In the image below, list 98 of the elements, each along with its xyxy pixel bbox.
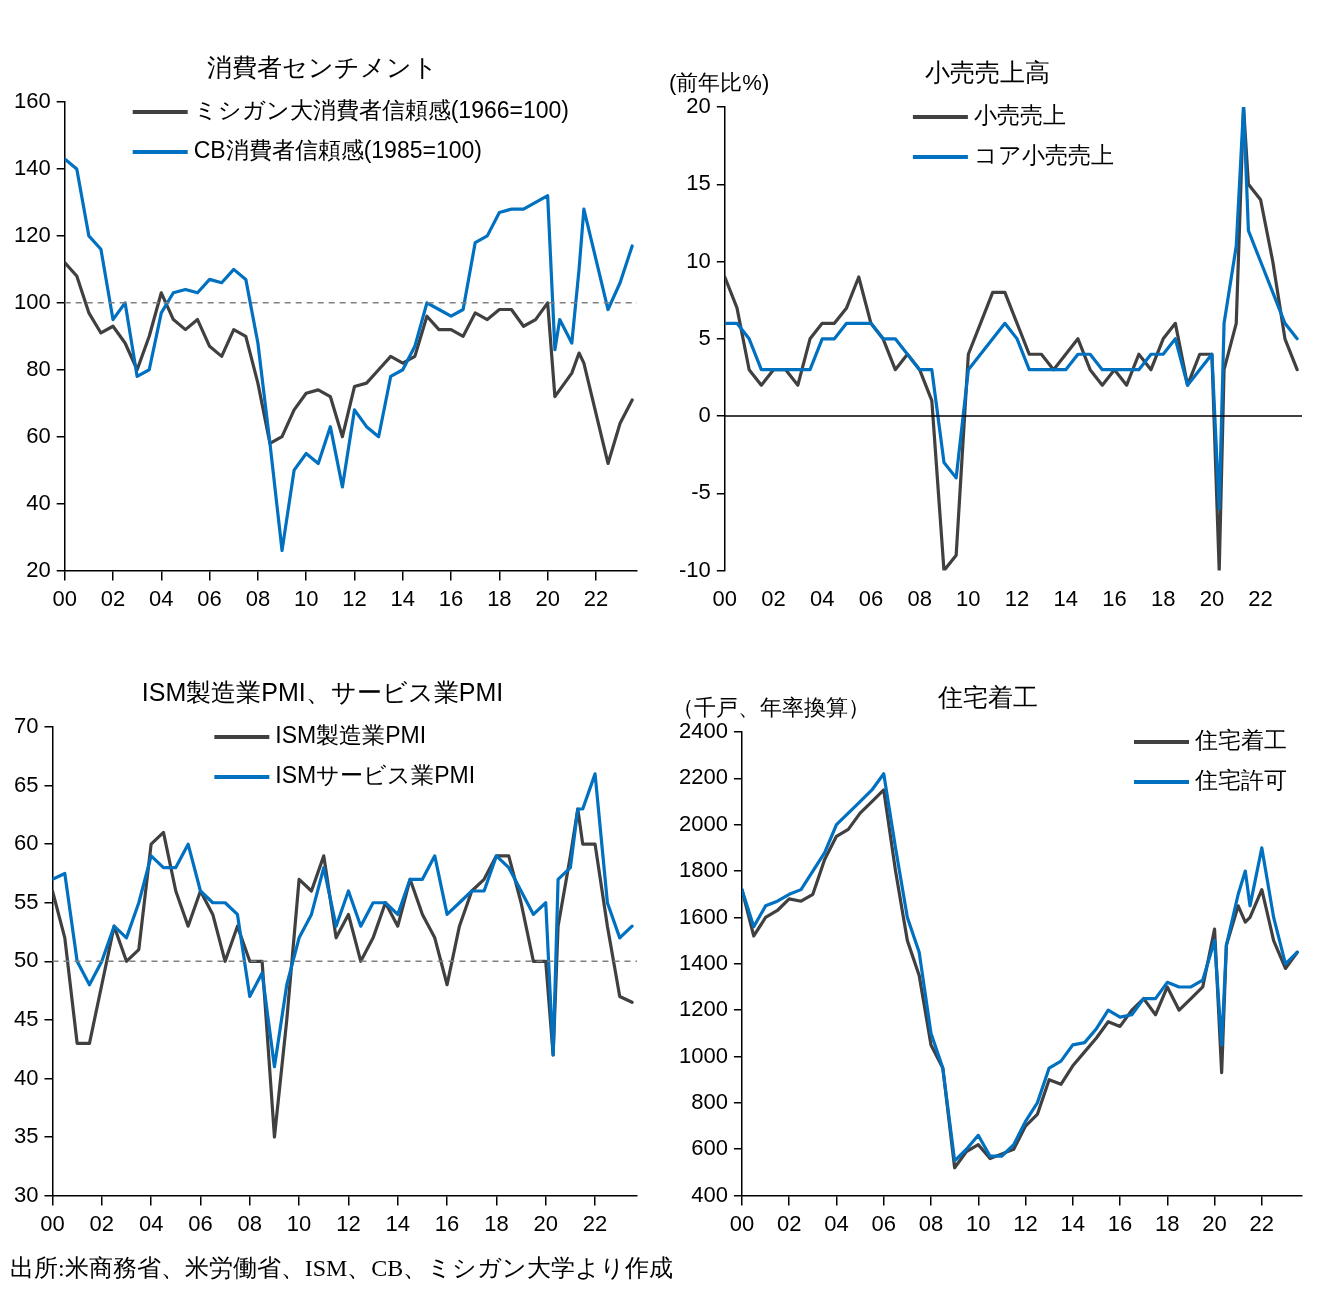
- y-tick-label: 800: [691, 1088, 728, 1114]
- x-tick-label: 10: [293, 585, 319, 611]
- x-tick-label: 06: [871, 1210, 896, 1236]
- x-tick-label: 16: [1107, 1210, 1133, 1236]
- y-tick-label: 20: [686, 93, 711, 119]
- y-tick-label: 2200: [678, 764, 728, 790]
- chart-title: 消費者センチメント: [207, 52, 438, 81]
- legend-label: ISMサービス業PMI: [275, 762, 476, 789]
- y-tick-label: 2400: [678, 718, 728, 744]
- y-tick-label: 10: [686, 247, 711, 273]
- x-tick-label: 00: [729, 1210, 755, 1236]
- y-tick-label: 60: [13, 830, 39, 856]
- y-tick-label: 70: [13, 713, 39, 739]
- x-tick-label: 08: [237, 1210, 263, 1236]
- y-tick-label: 140: [13, 155, 51, 181]
- y-tick-label: 80: [26, 355, 51, 381]
- x-tick-label: 22: [1248, 585, 1273, 611]
- x-tick-label: 06: [858, 585, 884, 611]
- y-tick-label: 35: [13, 1123, 39, 1149]
- y-tick-label: 50: [13, 947, 39, 973]
- y-tick-label: 1600: [678, 903, 728, 929]
- x-tick-label: 02: [776, 1210, 802, 1236]
- x-tick-label: 14: [385, 1210, 410, 1236]
- x-tick-label: 06: [188, 1210, 213, 1236]
- legend-label: コア小売売上: [973, 142, 1114, 169]
- y-tick-label: 1000: [678, 1042, 728, 1068]
- y-tick-label: 15: [686, 170, 711, 196]
- y-tick-label: 400: [691, 1181, 728, 1207]
- x-tick-label: 14: [1060, 1210, 1086, 1236]
- x-tick-label: 08: [245, 585, 271, 611]
- x-tick-label: 10: [966, 1210, 991, 1236]
- legend-label: ミシガン大消費者信頼感(1966=100): [193, 97, 569, 124]
- x-tick-label: 00: [712, 585, 738, 611]
- x-tick-label: 10: [956, 585, 981, 611]
- x-tick-label: 10: [286, 1210, 312, 1236]
- chart-title: 住宅着工: [936, 682, 1038, 711]
- x-tick-label: 18: [1150, 585, 1176, 611]
- x-tick-label: 12: [1013, 1210, 1038, 1236]
- y-axis-title: (前年比%): [669, 70, 770, 96]
- y-tick-label: 0: [698, 402, 711, 428]
- x-tick-label: 12: [342, 585, 367, 611]
- y-tick-label: 120: [13, 221, 51, 247]
- y-tick-label: 1400: [678, 949, 728, 975]
- legend-label: CB消費者信頼感(1985=100): [193, 137, 482, 164]
- x-tick-label: 16: [1102, 585, 1127, 611]
- x-tick-label: 16: [438, 585, 464, 611]
- y-tick-label: 40: [13, 1064, 39, 1090]
- x-tick-label: 12: [336, 1210, 361, 1236]
- x-tick-label: 20: [1202, 1210, 1227, 1236]
- y-tick-label: 40: [26, 489, 51, 515]
- x-tick-label: 02: [89, 1210, 115, 1236]
- y-tick-label: 45: [13, 1005, 39, 1031]
- legend-label: 住宅着工: [1194, 727, 1287, 754]
- x-tick-label: 22: [583, 585, 609, 611]
- x-tick-label: 00: [52, 585, 77, 611]
- x-tick-label: 16: [434, 1210, 460, 1236]
- x-tick-label: 14: [390, 585, 416, 611]
- y-tick-label: 600: [691, 1135, 728, 1161]
- y-tick-label: -5: [691, 479, 711, 505]
- chart-title: 小売売上高: [925, 57, 1050, 86]
- x-tick-label: 04: [809, 585, 835, 611]
- y-axis-title: （千戸、年率換算）: [671, 695, 870, 721]
- y-tick-label: 60: [26, 422, 51, 448]
- legend-label: 住宅許可: [1194, 767, 1287, 794]
- y-tick-label: 1800: [678, 857, 728, 883]
- y-tick-label: 30: [13, 1181, 39, 1207]
- text: 出所:米商務省、米労働省、ISM、CB、ミシガン大学より作成: [10, 1254, 675, 1283]
- legend-label: ISM製造業PMI: [275, 722, 427, 749]
- x-tick-label: 08: [918, 1210, 944, 1236]
- y-tick-label: 1200: [678, 996, 728, 1022]
- y-tick-label: 20: [26, 556, 51, 582]
- x-tick-label: 18: [1155, 1210, 1180, 1236]
- x-tick-label: 02: [100, 585, 126, 611]
- x-tick-label: 14: [1053, 585, 1078, 611]
- x-tick-label: 12: [1004, 585, 1030, 611]
- x-tick-label: 18: [487, 585, 512, 611]
- chart-title: ISM製造業PMI、サービス業PMI: [141, 677, 504, 706]
- y-tick-label: 2000: [678, 810, 728, 836]
- x-tick-label: 20: [535, 585, 560, 611]
- x-tick-label: 20: [533, 1210, 558, 1236]
- x-tick-label: 04: [149, 585, 174, 611]
- x-tick-label: 04: [824, 1210, 849, 1236]
- y-tick-label: 5: [698, 324, 711, 350]
- y-tick-label: -10: [679, 556, 711, 582]
- y-tick-label: 100: [13, 288, 51, 314]
- y-tick-label: 65: [13, 771, 39, 797]
- y-tick-label: 160: [13, 88, 51, 114]
- x-tick-label: 02: [761, 585, 786, 611]
- x-tick-label: 06: [197, 585, 222, 611]
- x-tick-label: 18: [484, 1210, 509, 1236]
- x-tick-label: 04: [138, 1210, 164, 1236]
- legend-label: 小売売上: [973, 102, 1066, 129]
- x-tick-label: 00: [40, 1210, 65, 1236]
- x-tick-label: 20: [1199, 585, 1225, 611]
- y-tick-label: 55: [13, 888, 39, 914]
- x-tick-label: 22: [582, 1210, 608, 1236]
- x-tick-label: 22: [1249, 1210, 1275, 1236]
- x-tick-label: 08: [907, 585, 932, 611]
